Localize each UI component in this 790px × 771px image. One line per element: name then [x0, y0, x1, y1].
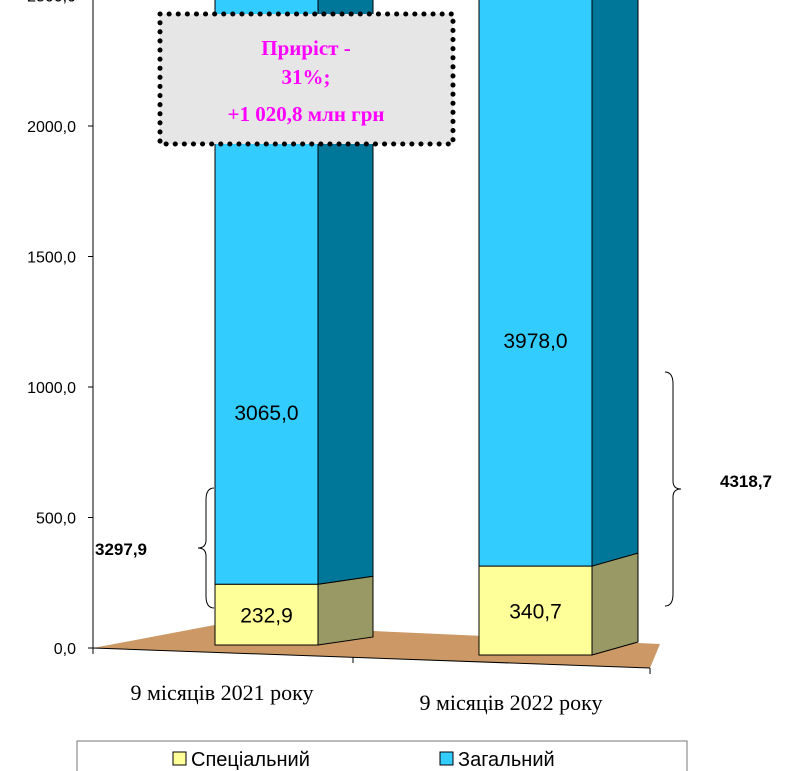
- category-label-0: 9 місяців 2021 року: [130, 680, 313, 705]
- total-braces: 3297,9 4318,7: [95, 371, 772, 609]
- bar-value-label: 3065,0: [234, 402, 298, 425]
- y-tick-label: 1500,0: [27, 250, 76, 267]
- total-label-2021: 3297,9: [95, 540, 147, 559]
- x-axis-line: [92, 647, 651, 669]
- y-axis: 0,0500,01000,01500,02000,02500,03000,035…: [27, 0, 651, 674]
- y-tick-label: 500,0: [36, 511, 76, 528]
- bar-segment-1-1: [478, 0, 593, 567]
- y-tick-label: 2000,0: [27, 119, 76, 136]
- category-label-1: 9 місяців 2022 року: [419, 690, 602, 715]
- annotation-line-2: 31%;: [282, 65, 331, 89]
- legend-swatch-special: [172, 751, 187, 766]
- bar-value-label: 340,7: [509, 601, 562, 624]
- bar-side-0-0: [317, 575, 374, 646]
- bar-segment-0-0: [214, 583, 319, 646]
- brace-2022: [664, 371, 682, 607]
- y-tick-label: 2500,0: [27, 0, 76, 6]
- legend: Спеціальний Загальний: [76, 740, 688, 771]
- bar-side-1-0: [591, 552, 639, 656]
- annotation-line-1: Приріст -: [261, 36, 351, 60]
- legend-label-general: Загальний: [458, 749, 555, 771]
- bar-segment-1-0: [478, 565, 593, 656]
- legend-swatch-general: [439, 751, 454, 766]
- brace-2021: [197, 487, 215, 609]
- growth-annotation: Приріст - 31%; +1 020,8 млн грн: [157, 11, 456, 147]
- y-tick-label: 1000,0: [27, 380, 76, 397]
- y-tick-label: 0,0: [54, 641, 76, 658]
- bar-value-label: 3978,0: [503, 330, 567, 353]
- bar-side-1-1: [591, 0, 639, 567]
- bar-value-label: 232,9: [240, 605, 293, 628]
- legend-label-special: Спеціальний: [191, 749, 310, 771]
- annotation-line-3: +1 020,8 млн грн: [228, 102, 385, 126]
- total-label-2022: 4318,7: [720, 472, 772, 491]
